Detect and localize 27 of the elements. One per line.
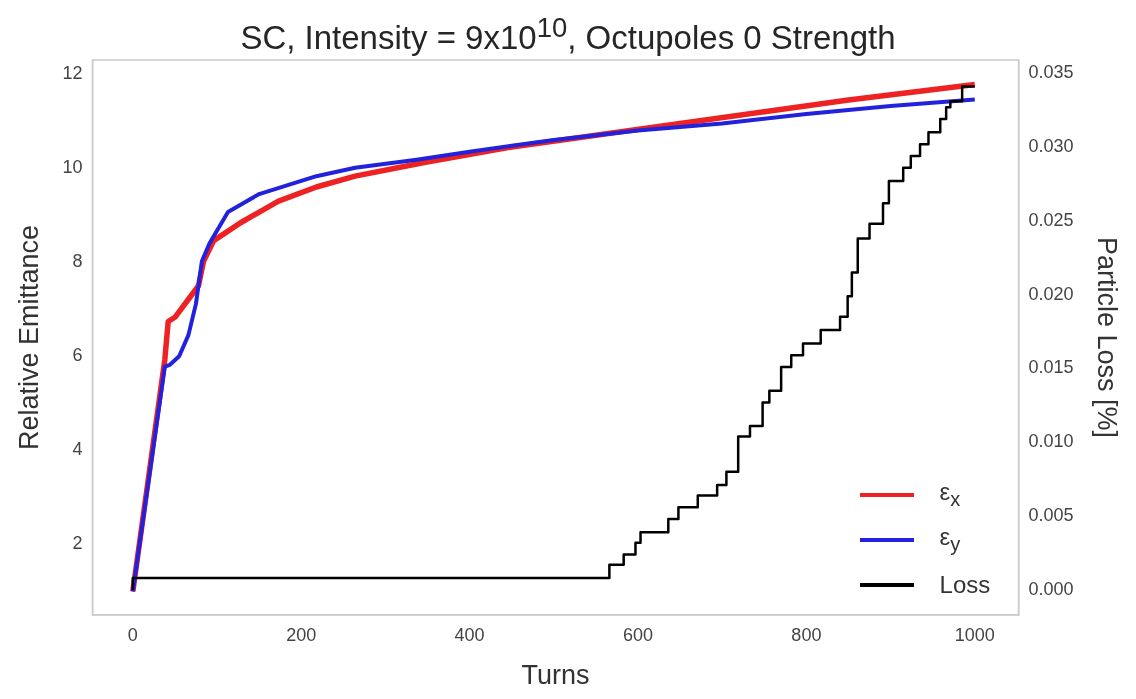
x-axis-title: Turns [521, 660, 590, 691]
x-tick-label: 200 [286, 624, 317, 645]
y-tick-label: 4 [72, 439, 83, 460]
y2-tick-label: 0.035 [1028, 62, 1074, 83]
y2-tick-label: 0.030 [1028, 136, 1074, 157]
y2-tick-label: 0.015 [1028, 357, 1074, 378]
y2-tick-label: 0.020 [1028, 283, 1074, 304]
y-tick-label: 8 [72, 251, 83, 272]
y2-axis-title: Particle Loss [%] [1092, 236, 1123, 439]
y-tick-label: 10 [62, 157, 83, 178]
y-tick-label: 6 [72, 345, 83, 366]
y-axis-title: Relative Emittance [13, 224, 44, 451]
x-tick-label: 1000 [954, 624, 995, 645]
legend-label: ε$_{x}$ [939, 478, 961, 511]
x-tick-label: 0 [127, 624, 138, 645]
legend-label: Loss [939, 570, 991, 599]
x-tick-label: 800 [791, 624, 822, 645]
y-tick-label: 12 [62, 63, 83, 84]
y2-tick-label: 0.010 [1028, 431, 1074, 452]
y2-tick-label: 0.000 [1028, 578, 1074, 599]
x-tick-label: 400 [454, 624, 485, 645]
y2-tick-label: 0.025 [1028, 209, 1074, 230]
chart-title: SC, Intensity = 9x10$^{10}$, Octupoles 0 Strength [239, 12, 897, 57]
y-tick-label: 2 [72, 533, 83, 554]
legend-label: ε$_{y}$ [939, 523, 961, 556]
y2-tick-label: 0.005 [1028, 505, 1074, 526]
x-tick-label: 600 [622, 624, 654, 645]
